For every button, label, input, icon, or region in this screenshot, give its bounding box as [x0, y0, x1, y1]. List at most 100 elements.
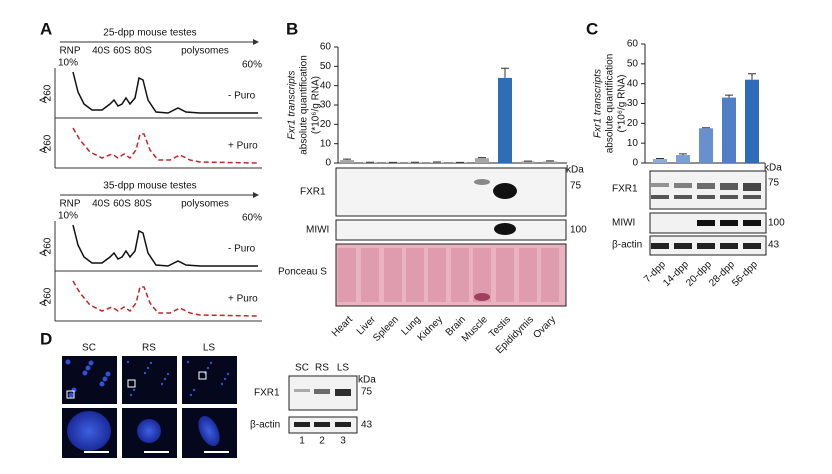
band [697, 183, 715, 189]
blot-name: FXR1 [612, 184, 638, 195]
band [474, 293, 490, 301]
nucleus [129, 393, 133, 397]
gradient-label: 60% [242, 60, 262, 71]
lane [496, 248, 514, 302]
band [651, 195, 669, 199]
bar [653, 159, 667, 163]
blot-name: FXR1 [254, 388, 280, 399]
nucleus [186, 360, 190, 364]
band [743, 243, 761, 249]
profile-curve [72, 127, 259, 164]
lane-number: 1 [299, 436, 305, 447]
band [743, 220, 761, 226]
error-bar [748, 73, 756, 80]
blot [335, 219, 567, 241]
band [651, 183, 669, 187]
band [720, 220, 738, 226]
marker: 43 [768, 240, 780, 251]
y-tick-label: 30 [627, 98, 639, 109]
y-tick-label: 50 [320, 61, 332, 72]
band [674, 243, 692, 249]
band [743, 183, 761, 191]
fraction-label: polysomes [181, 199, 229, 210]
nucleus [126, 360, 130, 364]
band [697, 243, 715, 249]
lane [519, 248, 537, 302]
x-tick-label: Spleen [371, 314, 401, 344]
y-label: A [39, 299, 50, 306]
bar [722, 97, 736, 163]
nucleus [143, 371, 147, 375]
image-label: LS [203, 343, 216, 354]
x-tick-label: Kidney [416, 314, 445, 343]
nucleus [146, 366, 150, 370]
error-bar [501, 67, 509, 78]
nucleus [206, 366, 210, 370]
gradient-label: 10% [58, 211, 78, 222]
lane [361, 248, 379, 302]
lane [428, 248, 446, 302]
fraction-label: polysomes [181, 46, 229, 57]
condition-label: - Puro [228, 91, 256, 102]
nucleus [102, 376, 108, 382]
x-tick-label: Ovary [531, 314, 558, 341]
blot-name: FXR1 [300, 187, 326, 198]
bar [430, 162, 444, 163]
band [493, 183, 517, 199]
band [674, 183, 692, 188]
nucleus [88, 360, 94, 366]
marker: 75 [361, 387, 373, 398]
nucleus [132, 388, 136, 392]
y-tick-label: 10 [627, 138, 639, 149]
band [720, 243, 738, 249]
nucleus [82, 370, 88, 376]
bar [676, 155, 690, 163]
y-axis-label: (*10⁶/g RNA) [617, 74, 628, 132]
y-tick-label: 40 [627, 78, 639, 89]
panel-label: A [40, 19, 52, 38]
nucleus [226, 372, 230, 376]
y-tick-label: 10 [320, 138, 332, 149]
y-label-sub: 260 [43, 84, 54, 101]
lane-label: RS [315, 363, 329, 374]
image-label: SC [82, 343, 96, 354]
blot-name: MIWI [306, 225, 329, 236]
fraction-label: 40S [92, 46, 110, 57]
nucleus [223, 377, 227, 381]
nucleus [67, 411, 111, 451]
band [314, 422, 330, 427]
fraction-label: 80S [134, 46, 152, 57]
lane [473, 248, 491, 302]
lane [406, 248, 424, 302]
x-tick-label: Heart [330, 314, 355, 339]
kda-label: kDa [566, 165, 584, 176]
nucleus [160, 382, 164, 386]
error-bar [725, 94, 733, 98]
lane [384, 248, 402, 302]
profile-title: 25-dpp mouse testes [103, 28, 196, 39]
inset-box [127, 379, 136, 388]
kda-label: kDa [358, 375, 376, 386]
band [720, 183, 738, 190]
nucleus [163, 377, 167, 381]
blot-name: β-actin [612, 240, 642, 251]
band [335, 422, 351, 427]
nucleus [68, 392, 74, 398]
inset-box [198, 371, 207, 380]
y-tick-label: 20 [320, 119, 332, 130]
band [743, 195, 761, 199]
y-tick-label: 20 [627, 118, 639, 129]
y-label: A [39, 249, 50, 256]
bar [745, 79, 759, 163]
image-label: RS [142, 343, 156, 354]
fraction-label: 60S [113, 199, 131, 210]
blot-name: β-actin [250, 420, 280, 431]
y-label-sub: 260 [43, 134, 54, 151]
band [335, 389, 351, 396]
nucleus [192, 388, 196, 392]
marker: 100 [570, 225, 587, 236]
blot-name: MIWI [612, 218, 635, 229]
band [697, 220, 715, 226]
gradient-label: 10% [58, 58, 78, 69]
y-label: A [39, 96, 50, 103]
